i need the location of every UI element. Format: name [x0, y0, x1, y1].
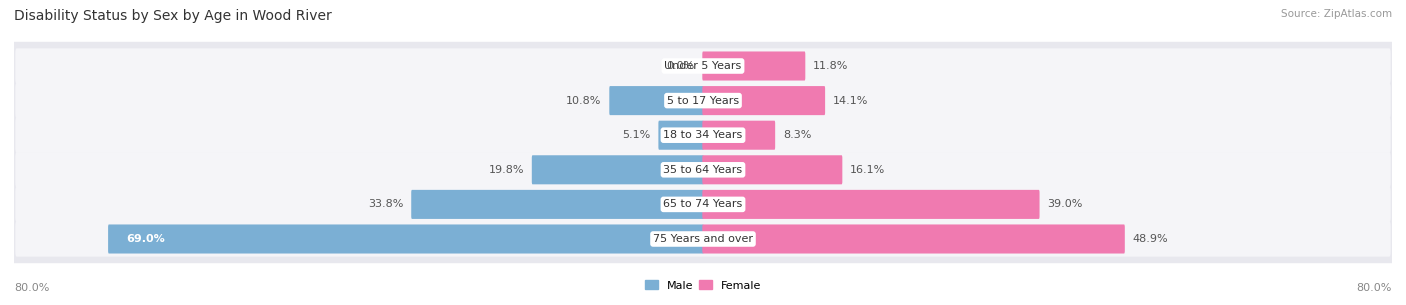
FancyBboxPatch shape	[11, 76, 1395, 125]
Text: Disability Status by Sex by Age in Wood River: Disability Status by Sex by Age in Wood …	[14, 9, 332, 23]
Text: 11.8%: 11.8%	[813, 61, 849, 71]
Text: 33.8%: 33.8%	[368, 199, 404, 210]
FancyBboxPatch shape	[108, 224, 703, 253]
FancyBboxPatch shape	[15, 48, 1391, 84]
FancyBboxPatch shape	[15, 83, 1391, 118]
FancyBboxPatch shape	[703, 224, 1125, 253]
FancyBboxPatch shape	[11, 111, 1395, 160]
FancyBboxPatch shape	[15, 221, 1391, 257]
FancyBboxPatch shape	[609, 86, 703, 115]
FancyBboxPatch shape	[15, 187, 1391, 222]
Text: 18 to 34 Years: 18 to 34 Years	[664, 130, 742, 140]
Text: 5.1%: 5.1%	[623, 130, 651, 140]
FancyBboxPatch shape	[11, 215, 1395, 263]
FancyBboxPatch shape	[411, 190, 703, 219]
Text: Source: ZipAtlas.com: Source: ZipAtlas.com	[1281, 9, 1392, 19]
Text: 35 to 64 Years: 35 to 64 Years	[664, 165, 742, 175]
FancyBboxPatch shape	[703, 121, 775, 150]
Text: 65 to 74 Years: 65 to 74 Years	[664, 199, 742, 210]
Legend: Male, Female: Male, Female	[644, 280, 762, 291]
FancyBboxPatch shape	[11, 180, 1395, 229]
Text: 5 to 17 Years: 5 to 17 Years	[666, 95, 740, 106]
Text: 8.3%: 8.3%	[783, 130, 811, 140]
FancyBboxPatch shape	[658, 121, 703, 150]
Text: 10.8%: 10.8%	[567, 95, 602, 106]
FancyBboxPatch shape	[15, 152, 1391, 188]
FancyBboxPatch shape	[15, 117, 1391, 153]
Text: 75 Years and over: 75 Years and over	[652, 234, 754, 244]
FancyBboxPatch shape	[703, 86, 825, 115]
Text: 69.0%: 69.0%	[127, 234, 165, 244]
FancyBboxPatch shape	[531, 155, 703, 184]
FancyBboxPatch shape	[703, 52, 806, 81]
Text: 0.0%: 0.0%	[666, 61, 695, 71]
Text: 80.0%: 80.0%	[1357, 283, 1392, 293]
FancyBboxPatch shape	[11, 145, 1395, 194]
Text: Under 5 Years: Under 5 Years	[665, 61, 741, 71]
Text: 39.0%: 39.0%	[1047, 199, 1083, 210]
Text: 16.1%: 16.1%	[851, 165, 886, 175]
Text: 48.9%: 48.9%	[1133, 234, 1168, 244]
FancyBboxPatch shape	[703, 190, 1039, 219]
Text: 14.1%: 14.1%	[832, 95, 869, 106]
Text: 19.8%: 19.8%	[488, 165, 524, 175]
FancyBboxPatch shape	[11, 42, 1395, 90]
Text: 80.0%: 80.0%	[14, 283, 49, 293]
FancyBboxPatch shape	[703, 155, 842, 184]
